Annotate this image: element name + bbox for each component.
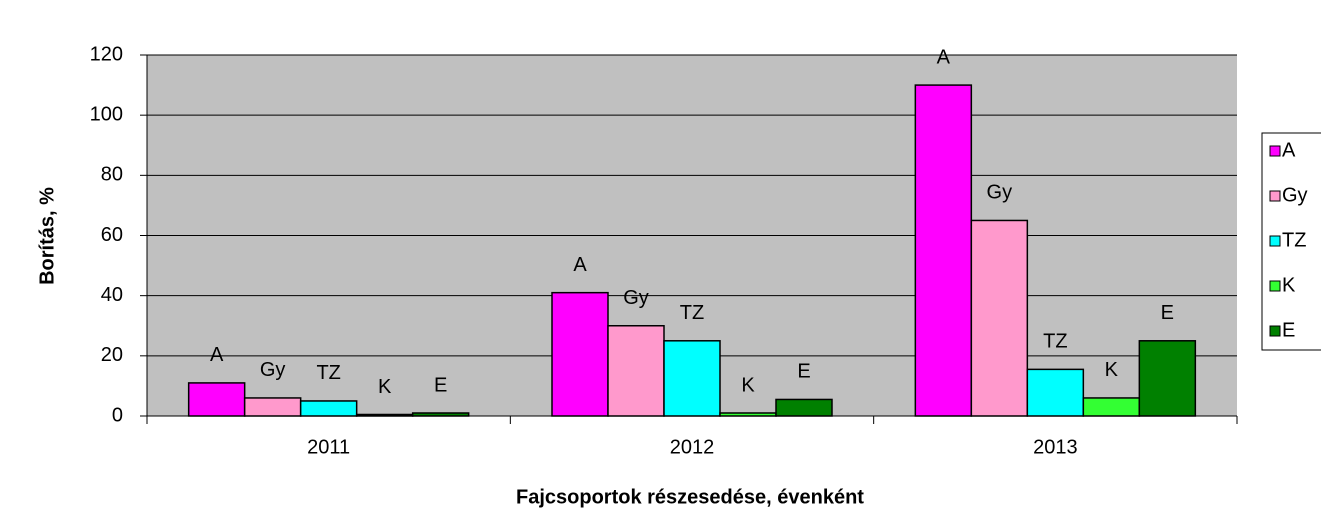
legend-label: Gy: [1282, 184, 1308, 206]
bar: [551, 291, 609, 417]
bar: [411, 412, 470, 417]
bar: [607, 325, 665, 417]
y-tick-label: 40: [101, 284, 123, 306]
legend-label: E: [1282, 319, 1295, 341]
bar: [1026, 368, 1085, 417]
bar-label: Gy: [987, 182, 1013, 204]
y-tick-label: 100: [90, 103, 123, 125]
bar-label: K: [1105, 359, 1119, 381]
legend-label: TZ: [1282, 229, 1306, 251]
y-tick-label: 80: [101, 164, 123, 186]
bar: [663, 340, 721, 417]
bar-label: TZ: [680, 302, 704, 324]
bar-label: A: [573, 254, 587, 276]
legend-label: K: [1282, 274, 1296, 296]
bar: [355, 413, 414, 417]
bar: [914, 84, 973, 417]
x-axis-title: Fajcsoportok részesedése, évenként: [516, 486, 864, 508]
bar: [243, 397, 302, 417]
bar-label: A: [210, 344, 224, 366]
bar: [187, 382, 246, 417]
legend-swatch: [1269, 190, 1281, 202]
bar-label: K: [378, 376, 392, 398]
legend-swatch: [1269, 145, 1281, 157]
y-tick-label: 60: [101, 224, 123, 246]
bar-label: TZ: [316, 362, 340, 384]
y-tick-label: 0: [112, 404, 123, 426]
y-axis-title: Borítás, %: [36, 187, 58, 285]
bar-label: K: [741, 374, 755, 396]
y-tick-label: 120: [90, 43, 123, 65]
bar-label: A: [937, 46, 951, 68]
legend-swatch: [1269, 280, 1281, 292]
bar-label: Gy: [260, 359, 286, 381]
bar: [775, 398, 833, 417]
x-tick-label: 2011: [307, 436, 350, 458]
bar-label: E: [797, 361, 810, 383]
legend-swatch: [1269, 325, 1281, 337]
x-tick-label: 2012: [670, 436, 715, 458]
y-tick-label: 20: [101, 344, 123, 366]
bar: [719, 412, 777, 417]
legend-label: A: [1282, 139, 1296, 161]
bar-label: E: [1161, 302, 1174, 324]
bar: [970, 219, 1029, 417]
bar-label: TZ: [1043, 331, 1067, 353]
bar: [299, 400, 358, 417]
bar-label: E: [434, 374, 447, 396]
bar-label: Gy: [623, 287, 649, 309]
legend-swatch: [1269, 235, 1281, 247]
bar: [1082, 397, 1141, 417]
x-tick-label: 2013: [1033, 436, 1078, 458]
bar: [1138, 340, 1197, 417]
